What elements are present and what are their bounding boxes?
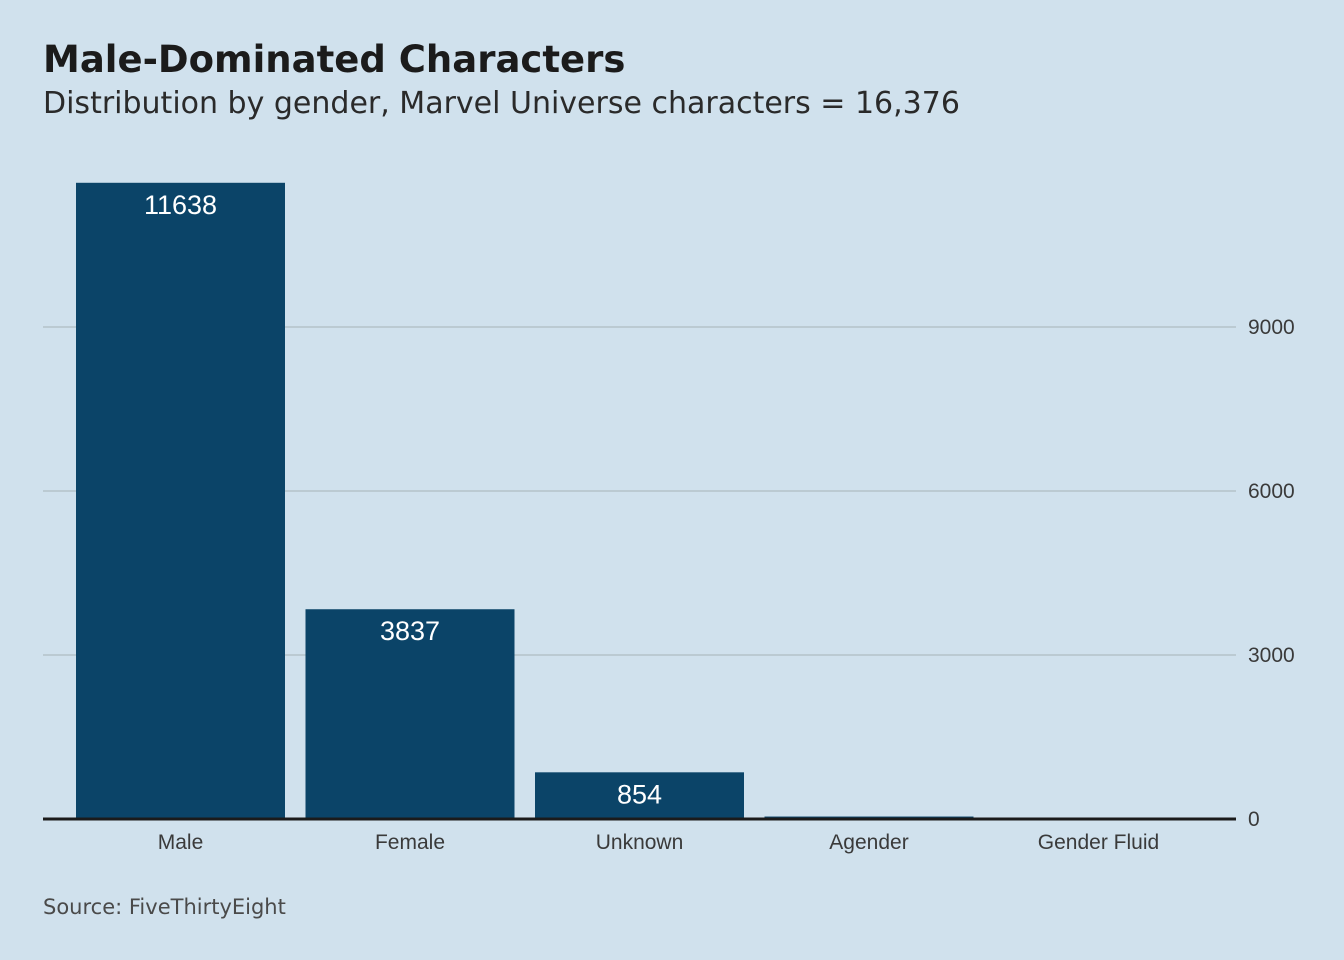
x-tick-label-male: Male — [158, 831, 204, 854]
y-tick-label-6000: 6000 — [1248, 480, 1295, 503]
x-tick-label-agender: Agender — [829, 831, 908, 854]
source-note: Source: FiveThirtyEight — [43, 895, 286, 919]
bar-value-label-male: 11638 — [144, 190, 217, 220]
chart-subtitle: Distribution by gender, Marvel Universe … — [43, 86, 960, 121]
x-tick-label-gender-fluid: Gender Fluid — [1038, 831, 1159, 854]
bar-unknown — [535, 772, 744, 819]
y-tick-label-3000: 3000 — [1248, 644, 1295, 667]
bar-value-label-female: 3837 — [380, 616, 440, 646]
bar-value-label-unknown: 854 — [617, 779, 662, 809]
y-tick-label-9000: 9000 — [1248, 316, 1295, 339]
x-tick-label-unknown: Unknown — [596, 831, 684, 854]
bar-male — [76, 182, 285, 820]
chart-title: Male-Dominated Characters — [43, 38, 626, 81]
x-tick-label-female: Female — [375, 831, 445, 854]
bar-female — [305, 609, 515, 819]
y-tick-label-0: 0 — [1248, 808, 1260, 831]
